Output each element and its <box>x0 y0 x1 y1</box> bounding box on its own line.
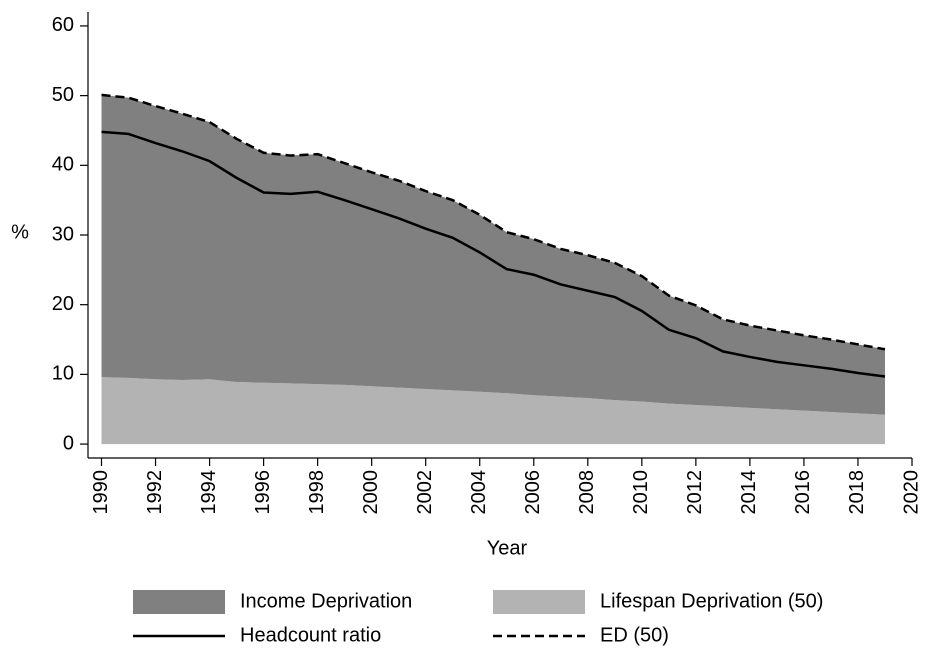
area <box>101 94 885 415</box>
y-tick-label: 20 <box>52 293 74 315</box>
legend-label: Headcount ratio <box>240 624 381 646</box>
legend-label: Lifespan Deprivation (50) <box>600 590 823 612</box>
x-tick-label: 2010 <box>630 470 652 515</box>
x-tick-label: 2020 <box>900 470 922 515</box>
x-tick-label: 2004 <box>468 470 490 515</box>
x-tick-label: 2002 <box>414 470 436 515</box>
x-axis-label: Year <box>487 537 528 559</box>
legend-swatch <box>133 590 225 614</box>
y-tick-label: 0 <box>63 432 74 454</box>
legend-label: ED (50) <box>600 624 669 646</box>
y-tick-label: 10 <box>52 363 74 385</box>
y-tick-label: 30 <box>52 223 74 245</box>
x-tick-label: 1990 <box>90 470 112 515</box>
x-tick-label: 1992 <box>144 470 166 515</box>
x-tick-label: 1996 <box>252 470 274 515</box>
x-tick-label: 2006 <box>522 470 544 515</box>
x-tick-label: 2018 <box>846 470 868 515</box>
area <box>101 377 885 445</box>
x-tick-label: 2008 <box>576 470 598 515</box>
line <box>101 93 886 351</box>
legend-label: Income Deprivation <box>240 590 412 612</box>
x-tick-label: 1998 <box>306 470 328 515</box>
legend-swatch <box>493 590 585 614</box>
x-tick-label: 2000 <box>360 470 382 515</box>
x-tick-label: 2014 <box>738 470 760 515</box>
y-tick-label: 40 <box>52 154 74 176</box>
x-tick-label: 1994 <box>198 470 220 515</box>
y-tick-label: 50 <box>52 84 74 106</box>
y-tick-label: 60 <box>52 14 74 36</box>
line <box>101 130 886 378</box>
x-tick-label: 2012 <box>684 470 706 515</box>
x-tick-label: 2016 <box>792 470 814 515</box>
y-axis-label: % <box>11 221 29 243</box>
